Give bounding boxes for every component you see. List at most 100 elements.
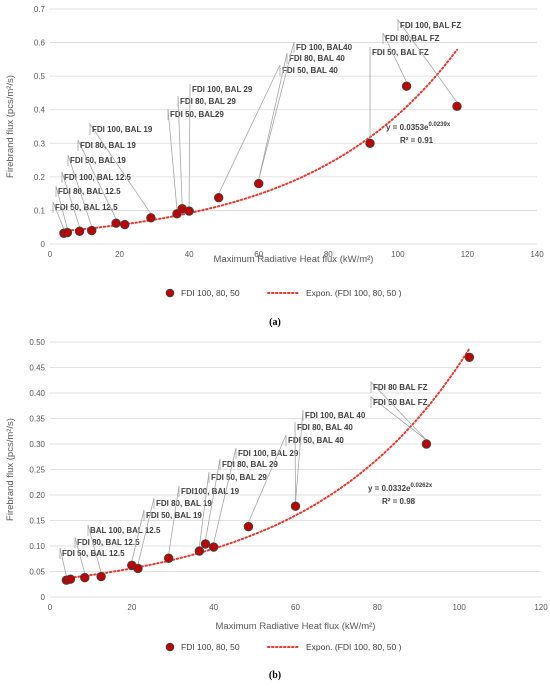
legend-marker [165,642,175,652]
y-tick-label: 0.7 [34,5,46,14]
x-tick-label: 80 [373,603,382,612]
annotation-label: FDI 80,BAL FZ [385,34,440,43]
x-tick-label: 0 [48,603,53,612]
annotation-leader [52,201,65,230]
annotation-label: FD 100, BAL40 [296,43,353,52]
data-point [96,571,106,582]
x-tick-label: 100 [452,603,466,612]
annotation-label: FDI 80 BAL FZ [373,383,428,392]
data-point [290,501,301,511]
x-tick-label: 40 [209,603,218,612]
annotation-label: FDI 100, BAL 19 [92,125,153,134]
annotation-leader [188,83,191,208]
annotation-label: FDI 100, BAL 12.5 [64,173,132,182]
y-tick-label: 0.30 [29,440,45,449]
y-tick-label: 0.40 [29,389,45,398]
y-tick-label: 0.1 [34,206,46,215]
data-point [111,218,121,228]
annotation-leader [89,122,152,215]
y-tick-label: 0.20 [29,491,45,500]
legend-marker [165,288,175,298]
annotation-leader [218,64,281,194]
annotation-label: FDI 100, BAL 40 [305,411,366,420]
data-point [74,226,85,236]
y-tick-label: 0.4 [34,106,46,115]
annotation-label: FDI 80, BAL 19 [156,499,212,508]
x-tick-label: 120 [461,250,475,259]
data-point [120,219,130,230]
x-tick-label: 60 [291,603,300,612]
y-tick-label: 0.45 [29,364,45,373]
data-point [365,138,375,148]
y-axis-title: Firebrand flux (pcs/m²/s) [5,75,16,178]
chart-panel-2: 0 0.05 0.10 0.15 0.20 0.25 0.30 0.35 0.40 0.45 0.5… [5,338,548,681]
y-tick-label: 0.05 [29,568,45,577]
x-tick-label: 40 [185,250,194,259]
annotation-label: FDI 80, BAL 40 [297,423,353,432]
data-point [163,553,174,563]
annotation-label: FDI 50, BAL 12.5 [62,549,125,558]
y-tick-label: 0.3 [34,139,46,148]
annotation-leader [258,52,288,180]
annotation-leader [213,447,237,544]
y-tick-label: 0 [41,240,46,249]
annotation-leader [258,41,295,180]
data-point [65,574,76,584]
annotation-label: FDI 50, BAL 12.5 [55,203,118,212]
x-tick-label: 140 [530,250,544,259]
data-point [62,227,73,238]
annotation-leader [198,471,210,548]
y-tick-label: 0.6 [34,39,46,48]
annotation-leader [131,509,145,562]
y-tick-label: 0.10 [29,542,45,551]
annotation-leader [61,171,80,228]
data-point [464,352,475,362]
annotation-leader [382,32,407,83]
annotation-leader [137,497,155,565]
annotation-leader [248,434,287,523]
annotation-label: BAL 100, BAL 12.5 [90,526,161,535]
annotation-leader [67,154,93,227]
annotation-leader [168,485,180,555]
annotation-label: FDI 50 BAL FZ [373,398,428,407]
annotation-label: FDI 80, BAL 40 [289,54,345,63]
annotation-label: FDI100, BAL 19 [181,487,240,496]
legend-label-data: FDI 100, 80, 50 [181,642,240,652]
exponential-trendline [62,48,458,232]
data-point [452,101,462,112]
y-tick-label: 0.5 [34,72,46,81]
x-tick-label: 100 [391,250,405,259]
annotation-leader [177,95,183,205]
annotation-label: FDI 100, BAL FZ [400,21,461,30]
data-point [254,178,264,189]
x-tick-label: 20 [127,603,136,612]
annotation-label: FDI 50, BAL 29 [211,473,267,482]
data-point [243,521,254,532]
legend-label-data: FDI 100, 80, 50 [181,288,240,298]
annotation-label: FDI 50, BAL 40 [282,66,338,75]
panel-label: (b) [269,670,281,681]
annotation-label: FDI 50, BAL 40 [288,436,344,445]
x-axis-title: Maximum Radiative Heat flux (kW/m²) [214,254,374,265]
data-point [87,225,97,236]
annotation-leader [370,381,427,441]
x-axis-title: Maximum Radiative Heat flux (kW/m²) [216,621,376,632]
trend-equation: y = 0.0332e0.0262x [368,483,433,493]
y-tick-label: 0 [41,593,46,602]
annotation-label: FDI 80, BAL 29 [180,97,236,106]
data-point [184,206,194,216]
data-point [200,539,211,549]
y-tick-label: 0.35 [29,415,45,424]
annotation-leader [77,139,117,220]
annotation-leader [370,396,427,441]
trend-r-squared: R² = 0.98 [382,497,416,506]
x-tick-label: 0 [48,250,53,259]
annotation-label: FDI 50, BAL FZ [372,48,429,57]
y-tick-label: 0.25 [29,466,45,475]
annotation-label: FDI 100, BAL 29 [238,449,299,458]
annotation-leader [59,547,67,577]
x-tick-label: 80 [324,250,333,259]
chart-panel-1: 0 0.1 0.2 0.3 0.4 0.5 0.6 0.7 0 20 40 60 80 100 120 140… [5,5,544,328]
data-point [208,542,219,552]
